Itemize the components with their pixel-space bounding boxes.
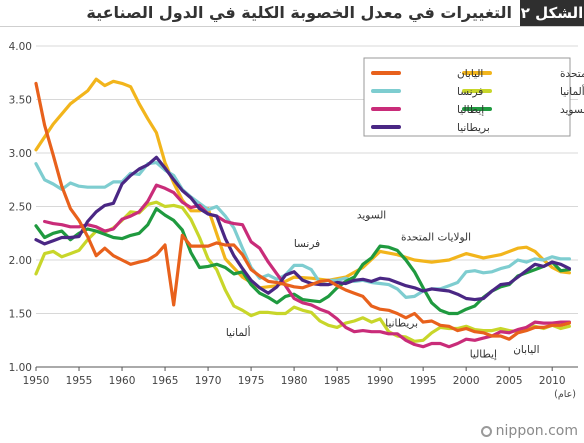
x-tick-label: 1975 bbox=[238, 375, 265, 387]
grid-lines bbox=[36, 45, 578, 368]
y-tick-label: 2.50 bbox=[9, 202, 32, 214]
legend-entry-label: إيطاليا bbox=[457, 104, 484, 116]
legend-entry-label: ألمانيا bbox=[560, 84, 584, 98]
legend-entry-label: اليابان bbox=[457, 68, 483, 80]
x-tick-label: 1980 bbox=[281, 375, 308, 387]
series-annotation: الولايات المتحدة bbox=[401, 232, 471, 244]
x-tick-label: 2010 bbox=[539, 375, 566, 387]
y-axis: 1.00 1.50 2.00 2.50 3.00 3.50 4.00 bbox=[9, 41, 32, 374]
legend-entry-label: الولايات المتحدة bbox=[560, 68, 584, 80]
series-annotation: إيطاليا bbox=[470, 348, 497, 360]
legend-entry-label: السويد bbox=[560, 104, 584, 116]
series-annotation: بريطانيا bbox=[385, 317, 418, 329]
series-line bbox=[34, 81, 571, 341]
x-tick-label: 1955 bbox=[66, 375, 93, 387]
x-tick-label: 2005 bbox=[496, 375, 523, 387]
series-annotations: السويد الولايات المتحدة فرنسا ألمانيا بريطان… bbox=[226, 209, 540, 360]
watermark-text: nippon.com bbox=[495, 423, 578, 439]
y-tick-label: 2.00 bbox=[9, 255, 32, 267]
series-annotation: فرنسا bbox=[294, 238, 320, 250]
figure-badge: الشكل ٢ bbox=[520, 0, 584, 26]
x-axis-label: (عام) bbox=[554, 389, 576, 400]
x-tick-label: 2000 bbox=[453, 375, 480, 387]
y-tick-label: 1.00 bbox=[9, 362, 32, 374]
legend-entry-label: بريطانيا bbox=[457, 122, 490, 134]
title-bar: الشكل ٢ التغييرات في معدل الخصوبة الكلية… bbox=[0, 0, 584, 30]
series-line bbox=[34, 77, 571, 290]
chart-title: التغييرات في معدل الخصوبة الكلية في الدو… bbox=[86, 3, 512, 22]
watermark: nippon.com bbox=[480, 423, 578, 439]
series-annotation: اليابان bbox=[513, 344, 539, 356]
series-line bbox=[34, 155, 571, 302]
y-tick-label: 3.00 bbox=[9, 148, 32, 160]
x-tick-label: 1970 bbox=[195, 375, 222, 387]
series-lines bbox=[34, 77, 571, 349]
fertility-line-chart: 1.00 1.50 2.00 2.50 3.00 3.50 4.00 1950 1955 196… bbox=[9, 41, 584, 400]
x-tick-label: 1990 bbox=[367, 375, 394, 387]
y-tick-label: 3.50 bbox=[9, 95, 32, 107]
legend: الولايات المتحدة ألمانيا السويد اليابان فرنس… bbox=[363, 57, 584, 137]
x-tick-label: 1985 bbox=[324, 375, 351, 387]
series-line bbox=[43, 183, 571, 349]
x-tick-label: 1995 bbox=[410, 375, 437, 387]
x-tick-label: 1960 bbox=[109, 375, 136, 387]
nippon-logo-icon bbox=[480, 425, 492, 437]
x-tick-label: 1965 bbox=[152, 375, 179, 387]
title-divider bbox=[0, 26, 584, 27]
x-axis: 1950 1955 1960 1965 1970 1975 1980 1985 1990 1995… bbox=[23, 367, 576, 400]
y-tick-label: 1.50 bbox=[9, 309, 32, 321]
x-tick-label: 1950 bbox=[23, 375, 50, 387]
series-annotation: السويد bbox=[357, 209, 386, 221]
legend-entry-label: فرنسا bbox=[457, 86, 483, 98]
series-annotation: ألمانيا bbox=[226, 325, 251, 339]
y-tick-label: 4.00 bbox=[9, 41, 32, 53]
